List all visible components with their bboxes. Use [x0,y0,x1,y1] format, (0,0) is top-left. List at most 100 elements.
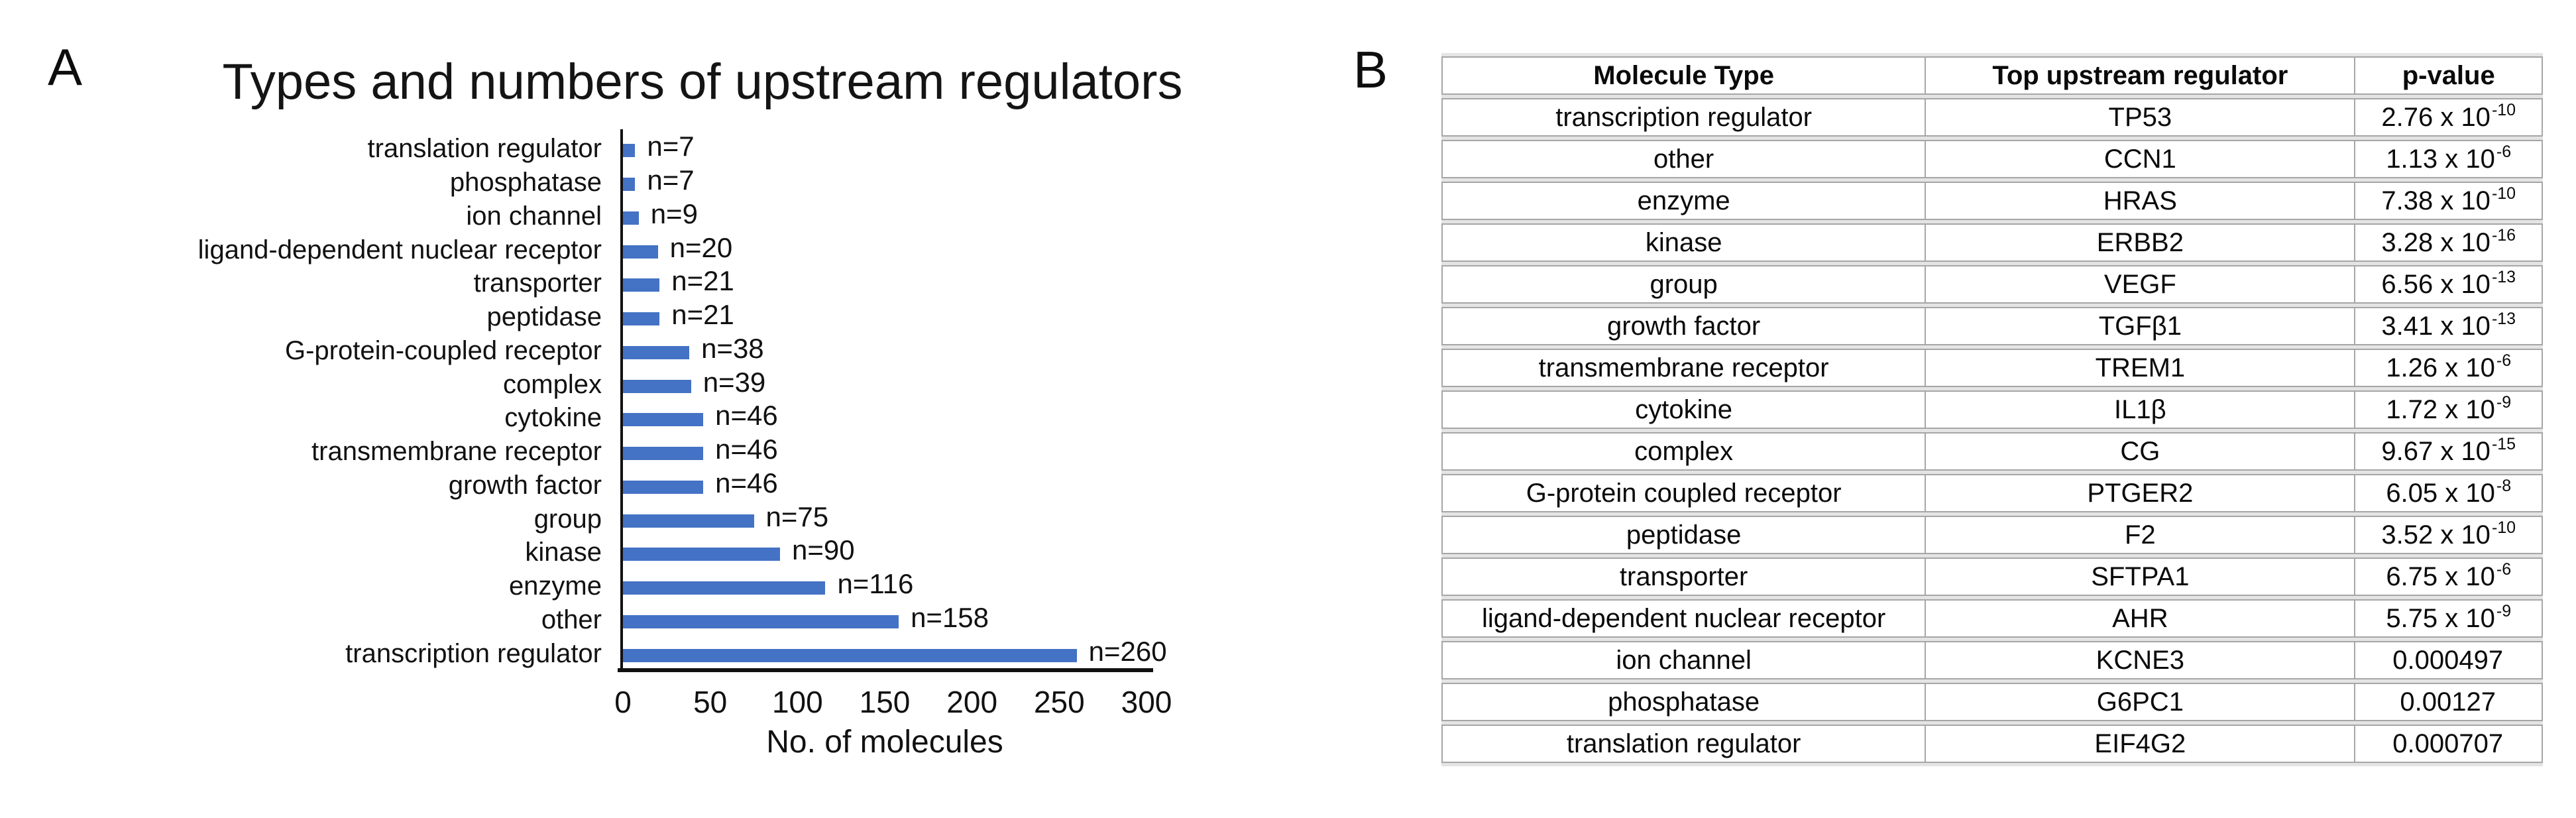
bar [623,278,660,292]
bar-row: n=116 [623,569,1147,603]
x-tick-label: 250 [1033,685,1085,719]
x-tick-label: 100 [771,685,823,719]
bar-row: n=21 [623,266,1147,300]
molecule-type-cell: other [1441,140,1927,178]
bar-value-label: n=7 [647,164,695,196]
category-label: transporter [473,268,602,298]
column-header: p-value [2355,56,2543,95]
category-label: complex [503,369,602,399]
top-regulator-cell: HRAS [1926,182,2356,220]
bar-value-label: n=9 [650,198,698,229]
bar-row: n=46 [623,469,1147,502]
bar [623,413,704,427]
category-label: G-protein-coupled receptor [284,335,602,365]
p-value-base: 1.13 x 10 [2386,144,2495,174]
p-value-base: 7.38 x 10 [2381,186,2491,215]
bar [623,648,1077,662]
panel-a-label: A [48,38,83,96]
p-value-exponent: -10 [2491,100,2516,119]
table-row: ion channel KCNE3 0.000497 [1441,641,2543,679]
p-value-base: 3.52 x 10 [2381,520,2491,550]
molecule-type-cell: transporter [1441,557,1927,596]
bar-row: n=7 [623,166,1147,200]
x-tick-label: 300 [1121,685,1172,719]
table-row: group VEGF 6.56 x 10-13 [1441,265,2543,304]
p-value-exponent: -10 [2491,518,2516,537]
bar-value-label: n=75 [765,500,829,532]
p-value-base: 6.56 x 10 [2381,269,2491,299]
bar-row: n=158 [623,603,1147,637]
bar-row: n=39 [623,367,1147,401]
molecule-type-cell: kinase [1441,223,1927,262]
p-value-cell: 7.38 x 10-10 [2355,182,2543,220]
bars-area: n=7 n=7 n=9 n=20 n=21 n=21 n=38 n=39 n=46 n=46 n=4… [623,132,1167,670]
p-value-exponent: -6 [2496,351,2512,370]
x-axis-title: No. of molecules [766,725,1003,760]
p-value-cell: 9.67 x 10-15 [2355,432,2543,471]
p-value-base: 3.28 x 10 [2381,227,2491,257]
top-regulator-cell: F2 [1926,516,2356,554]
bar-value-label: n=46 [715,434,778,465]
p-value-base: 1.72 x 10 [2386,394,2495,424]
top-regulator-cell: TGFβ1 [1926,307,2356,345]
molecule-type-cell: transcription regulator [1441,98,1927,137]
x-axis-line [618,668,1153,672]
bar [623,211,639,225]
p-value-cell: 3.41 x 10-13 [2355,307,2543,345]
p-value-cell: 1.26 x 10-6 [2355,349,2543,387]
bar [623,379,691,393]
bar-row: n=7 [623,132,1147,166]
bar-value-label: n=46 [715,400,778,432]
table-row: other CCN1 1.13 x 10-6 [1441,140,2543,178]
top-regulator-cell: AHR [1926,599,2356,638]
p-value-cell: 3.52 x 10-10 [2355,516,2543,554]
table-row: cytokine IL1β 1.72 x 10-9 [1441,390,2543,429]
p-value-cell: 2.76 x 10-10 [2355,98,2543,137]
bar-value-label: n=38 [701,332,764,364]
table-row: ligand-dependent nuclear receptor AHR 5.75… [1441,599,2543,638]
bar [623,480,704,494]
table-row: complex CG 9.67 x 10-15 [1441,432,2543,471]
bar [623,581,826,595]
column-header: Top upstream regulator [1926,56,2356,95]
bar-row: n=38 [623,334,1147,368]
bar-value-label: n=46 [715,467,778,498]
bar-row: n=21 [623,300,1147,334]
table-row: transporter SFTPA1 6.75 x 10-6 [1441,557,2543,596]
p-value-cell: 0.000497 [2355,641,2543,679]
bar-value-label: n=20 [669,231,733,263]
p-value-cell: 6.75 x 10-6 [2355,557,2543,596]
table-header-row: Molecule Type Top upstream regulator p-val… [1441,56,2543,95]
table-row: kinase ERBB2 3.28 x 10-16 [1441,223,2543,262]
category-axis-labels: translation regulator phosphatase ion chan… [63,132,602,670]
bar-value-label: n=21 [671,265,734,297]
category-label: transmembrane receptor [311,437,602,467]
category-label: phosphatase [449,168,602,198]
molecule-type-cell: ion channel [1441,641,1927,679]
bar [623,345,690,359]
top-regulator-cell: IL1β [1926,390,2356,429]
bar [623,514,754,528]
p-value-base: 0.000707 [2392,729,2504,758]
p-value-exponent: -13 [2491,267,2516,286]
table-row: G-protein coupled receptor PTGER2 6.05 x 1… [1441,474,2543,512]
top-regulator-cell: CG [1926,432,2356,471]
bar-row: n=46 [623,401,1147,435]
bar [623,614,899,628]
category-label: other [541,605,602,634]
x-tick-label: 150 [859,685,911,719]
top-regulator-cell: CCN1 [1926,140,2356,178]
x-tick-label: 0 [614,685,632,719]
category-label: translation regulator [367,134,602,164]
bar [623,245,658,259]
bar-value-label: n=39 [702,366,766,398]
p-value-cell: 6.56 x 10-13 [2355,265,2543,304]
p-value-cell: 6.05 x 10-8 [2355,474,2543,512]
bar-value-label: n=7 [647,131,695,162]
p-value-cell: 3.28 x 10-16 [2355,223,2543,262]
top-regulator-cell: EIF4G2 [1926,725,2356,763]
p-value-base: 1.26 x 10 [2386,353,2495,382]
category-label: ion channel [466,201,602,231]
category-label: peptidase [486,302,602,332]
table-row: translation regulator EIF4G2 0.000707 [1441,725,2543,763]
